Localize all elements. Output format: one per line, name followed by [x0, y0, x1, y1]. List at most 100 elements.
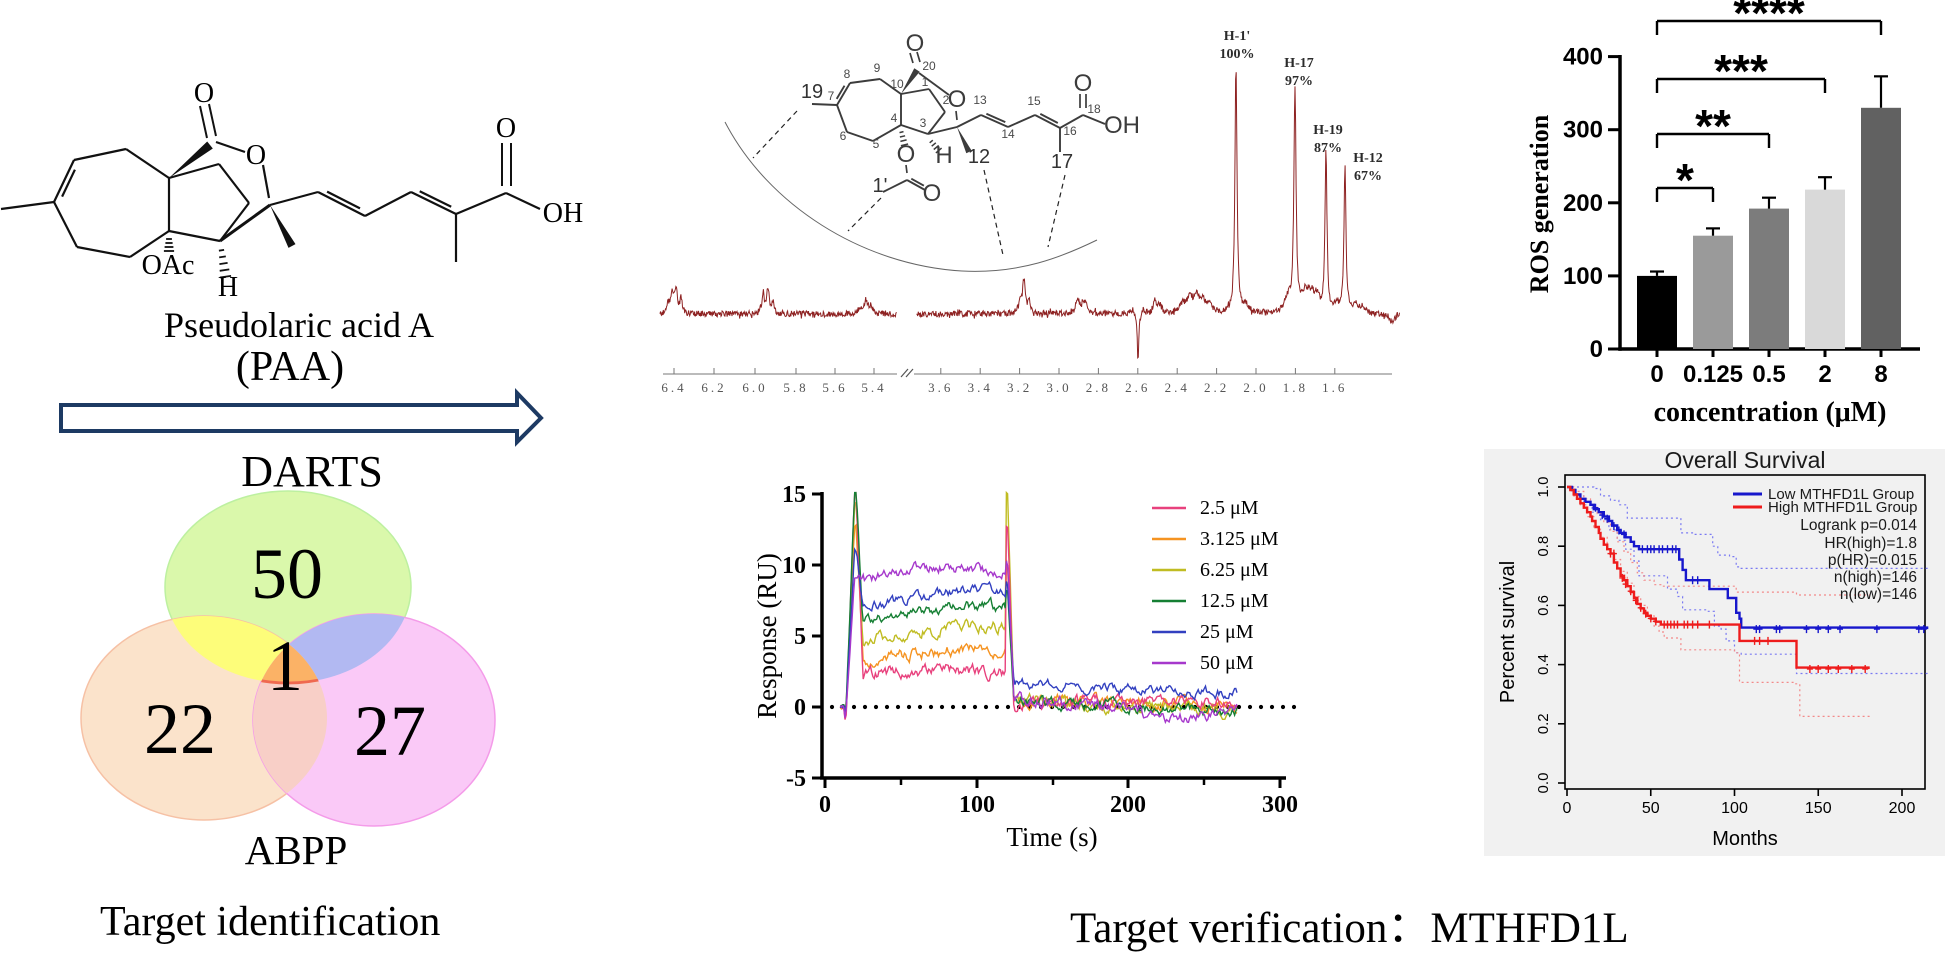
svg-text:ROS generation: ROS generation	[1525, 114, 1554, 293]
svg-text:2.8: 2.8	[1086, 380, 1111, 395]
svg-text:H-12: H-12	[1353, 151, 1383, 166]
svg-text:0.4: 0.4	[1535, 654, 1552, 675]
svg-text:100%: 100%	[1220, 47, 1255, 62]
svg-text:0.125: 0.125	[1683, 361, 1743, 388]
svg-text:Low MTHFD1L Group: Low MTHFD1L Group	[1768, 486, 1914, 503]
svg-text:1.0: 1.0	[1535, 477, 1552, 498]
svg-text:6.2: 6.2	[701, 380, 726, 395]
svg-text:25 μM: 25 μM	[1200, 621, 1254, 643]
svg-text:6.0: 6.0	[742, 380, 767, 395]
svg-text:50 μM: 50 μM	[1200, 652, 1254, 674]
svg-text:Pseudolaric acid A: Pseudolaric acid A	[164, 305, 434, 345]
svg-text:100: 100	[1721, 800, 1748, 817]
svg-text:17: 17	[1051, 151, 1073, 173]
svg-text:2.6: 2.6	[1125, 380, 1150, 395]
svg-text:0: 0	[1563, 800, 1572, 817]
svg-text:5.8: 5.8	[783, 380, 808, 395]
svg-text:12.5 μM: 12.5 μM	[1200, 590, 1269, 612]
svg-text:18: 18	[1087, 102, 1101, 116]
svg-text:*: *	[1676, 154, 1694, 206]
svg-text:(PAA): (PAA)	[236, 344, 344, 390]
svg-text:22: 22	[144, 689, 216, 769]
svg-text:10: 10	[890, 77, 904, 91]
svg-text:3.0: 3.0	[1046, 380, 1071, 395]
svg-text:200: 200	[1563, 190, 1603, 217]
svg-text:3: 3	[920, 116, 927, 130]
svg-text:2.2: 2.2	[1204, 380, 1229, 395]
svg-text:Response (RU): Response (RU)	[752, 553, 782, 719]
svg-text:0.6: 0.6	[1535, 595, 1552, 616]
svg-text:OH: OH	[1104, 112, 1140, 139]
svg-text:H: H	[218, 272, 238, 303]
svg-text:2: 2	[943, 93, 950, 107]
svg-text:15: 15	[782, 482, 806, 508]
svg-text:14: 14	[1001, 127, 1015, 141]
svg-text:0.8: 0.8	[1535, 536, 1552, 557]
svg-text:19: 19	[801, 81, 823, 103]
svg-text:O: O	[897, 141, 916, 168]
svg-text:O: O	[496, 113, 516, 144]
svg-text:H: H	[935, 142, 952, 169]
svg-text:Logrank p=0.014: Logrank p=0.014	[1800, 517, 1917, 534]
svg-text:6.4: 6.4	[661, 380, 686, 395]
svg-text:67%: 67%	[1354, 169, 1382, 184]
svg-text:6: 6	[840, 129, 847, 143]
svg-text:2.5 μM: 2.5 μM	[1200, 497, 1259, 519]
svg-text:O: O	[194, 78, 214, 109]
svg-text:20: 20	[922, 59, 936, 73]
svg-text:5.4: 5.4	[861, 380, 886, 395]
svg-text:O: O	[246, 140, 266, 171]
svg-text:2.4: 2.4	[1165, 380, 1190, 395]
svg-text:1: 1	[267, 626, 303, 706]
svg-text:n(high)=146: n(high)=146	[1834, 569, 1917, 586]
svg-text:ABPP: ABPP	[245, 827, 348, 873]
svg-text:-5: -5	[786, 766, 806, 792]
svg-text:3.4: 3.4	[968, 380, 993, 395]
svg-text:0.0: 0.0	[1535, 773, 1552, 794]
svg-text:27: 27	[354, 691, 426, 771]
svg-text:9: 9	[874, 61, 881, 75]
svg-text:H-17: H-17	[1284, 56, 1314, 71]
svg-text:H-1': H-1'	[1224, 29, 1250, 44]
svg-text:O: O	[1074, 70, 1093, 97]
svg-text:O: O	[906, 30, 925, 57]
svg-text:2.0: 2.0	[1243, 380, 1268, 395]
svg-text:12: 12	[968, 146, 990, 168]
svg-text:OH: OH	[543, 198, 583, 229]
svg-text:87%: 87%	[1314, 141, 1342, 156]
svg-text:Months: Months	[1712, 828, 1778, 850]
svg-text:15: 15	[1027, 94, 1041, 108]
svg-text:97%: 97%	[1285, 74, 1313, 89]
svg-text:5: 5	[794, 624, 806, 650]
svg-text:2: 2	[1818, 361, 1831, 388]
svg-text:H-19: H-19	[1313, 123, 1343, 138]
svg-text:1.8: 1.8	[1283, 380, 1308, 395]
svg-text:1.6: 1.6	[1322, 380, 1347, 395]
svg-text:16: 16	[1063, 124, 1077, 138]
svg-text:3.2: 3.2	[1007, 380, 1032, 395]
svg-text:6.25 μM: 6.25 μM	[1200, 559, 1269, 581]
svg-text:****: ****	[1733, 0, 1805, 39]
svg-text:0: 0	[1590, 336, 1603, 363]
svg-text:n(low)=146: n(low)=146	[1840, 586, 1917, 603]
svg-text:400: 400	[1563, 44, 1603, 71]
svg-text:OAc: OAc	[142, 250, 195, 281]
svg-text:1': 1'	[873, 175, 888, 197]
svg-text:10: 10	[782, 553, 806, 579]
svg-text:0.5: 0.5	[1752, 361, 1785, 388]
svg-text:**: **	[1695, 100, 1731, 152]
svg-text:5: 5	[873, 137, 880, 151]
svg-text:DARTS: DARTS	[241, 447, 383, 496]
svg-text:300: 300	[1262, 792, 1298, 818]
svg-text:100: 100	[959, 792, 995, 818]
svg-text:***: ***	[1714, 45, 1768, 97]
svg-text:8: 8	[1874, 361, 1887, 388]
svg-text:0: 0	[819, 792, 831, 818]
svg-text:300: 300	[1563, 117, 1603, 144]
svg-text:150: 150	[1805, 800, 1832, 817]
svg-text:1: 1	[922, 75, 929, 89]
svg-text:0: 0	[1650, 361, 1663, 388]
svg-text:50: 50	[1642, 800, 1660, 817]
svg-text:Overall Survival: Overall Survival	[1664, 447, 1825, 473]
svg-text:HR(high)=1.8: HR(high)=1.8	[1824, 535, 1917, 552]
